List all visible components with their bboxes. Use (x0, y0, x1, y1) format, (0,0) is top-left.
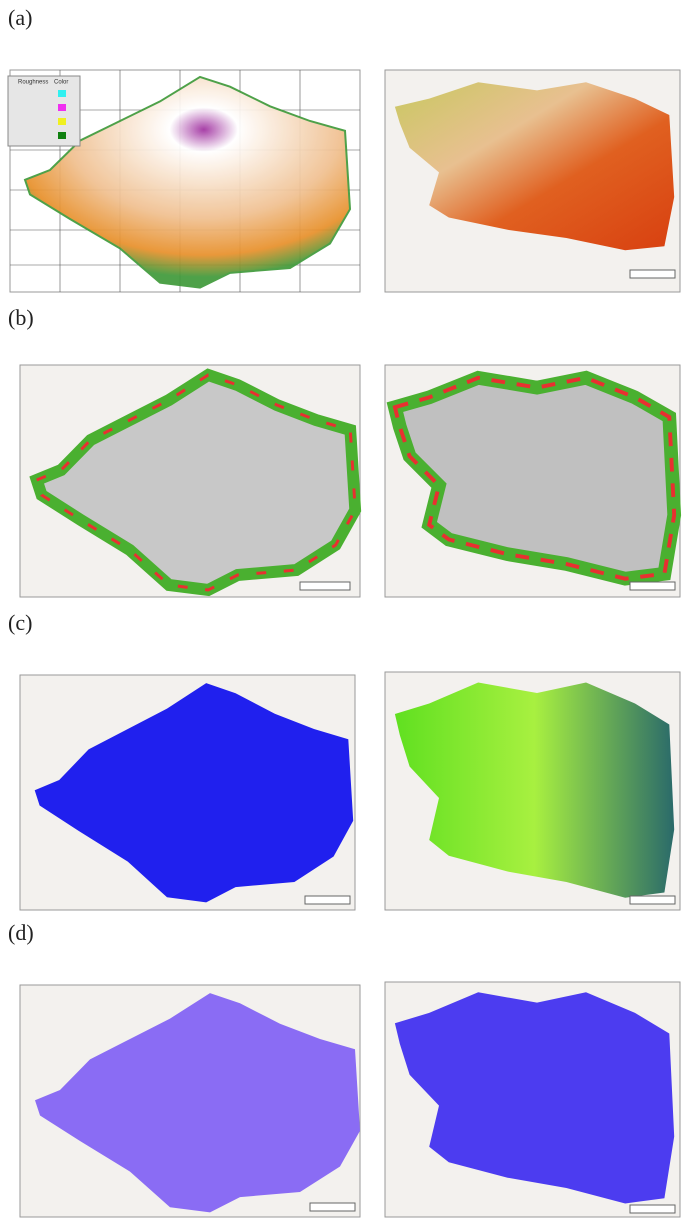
map-panel (20, 985, 360, 1217)
map-panel: Roughness Color (8, 70, 360, 292)
map-panel (385, 982, 680, 1217)
page: {"panels": [{"label": "(a)"}, {"label": … (0, 0, 689, 1220)
panel-label: (b) (8, 305, 34, 330)
panel-label: (a) (8, 5, 32, 30)
map-panel (385, 365, 680, 597)
map-panel (385, 70, 680, 292)
map-panel (20, 365, 360, 597)
figure: (a) (b) (c) (d) Roughness Color (0, 0, 689, 1220)
panel-label: (c) (8, 610, 32, 635)
map-panel (20, 675, 355, 910)
legend-title: Roughness (18, 80, 48, 86)
panel-label: (d) (8, 920, 34, 945)
map-panel (385, 672, 680, 910)
legend-header: Color (54, 80, 68, 86)
